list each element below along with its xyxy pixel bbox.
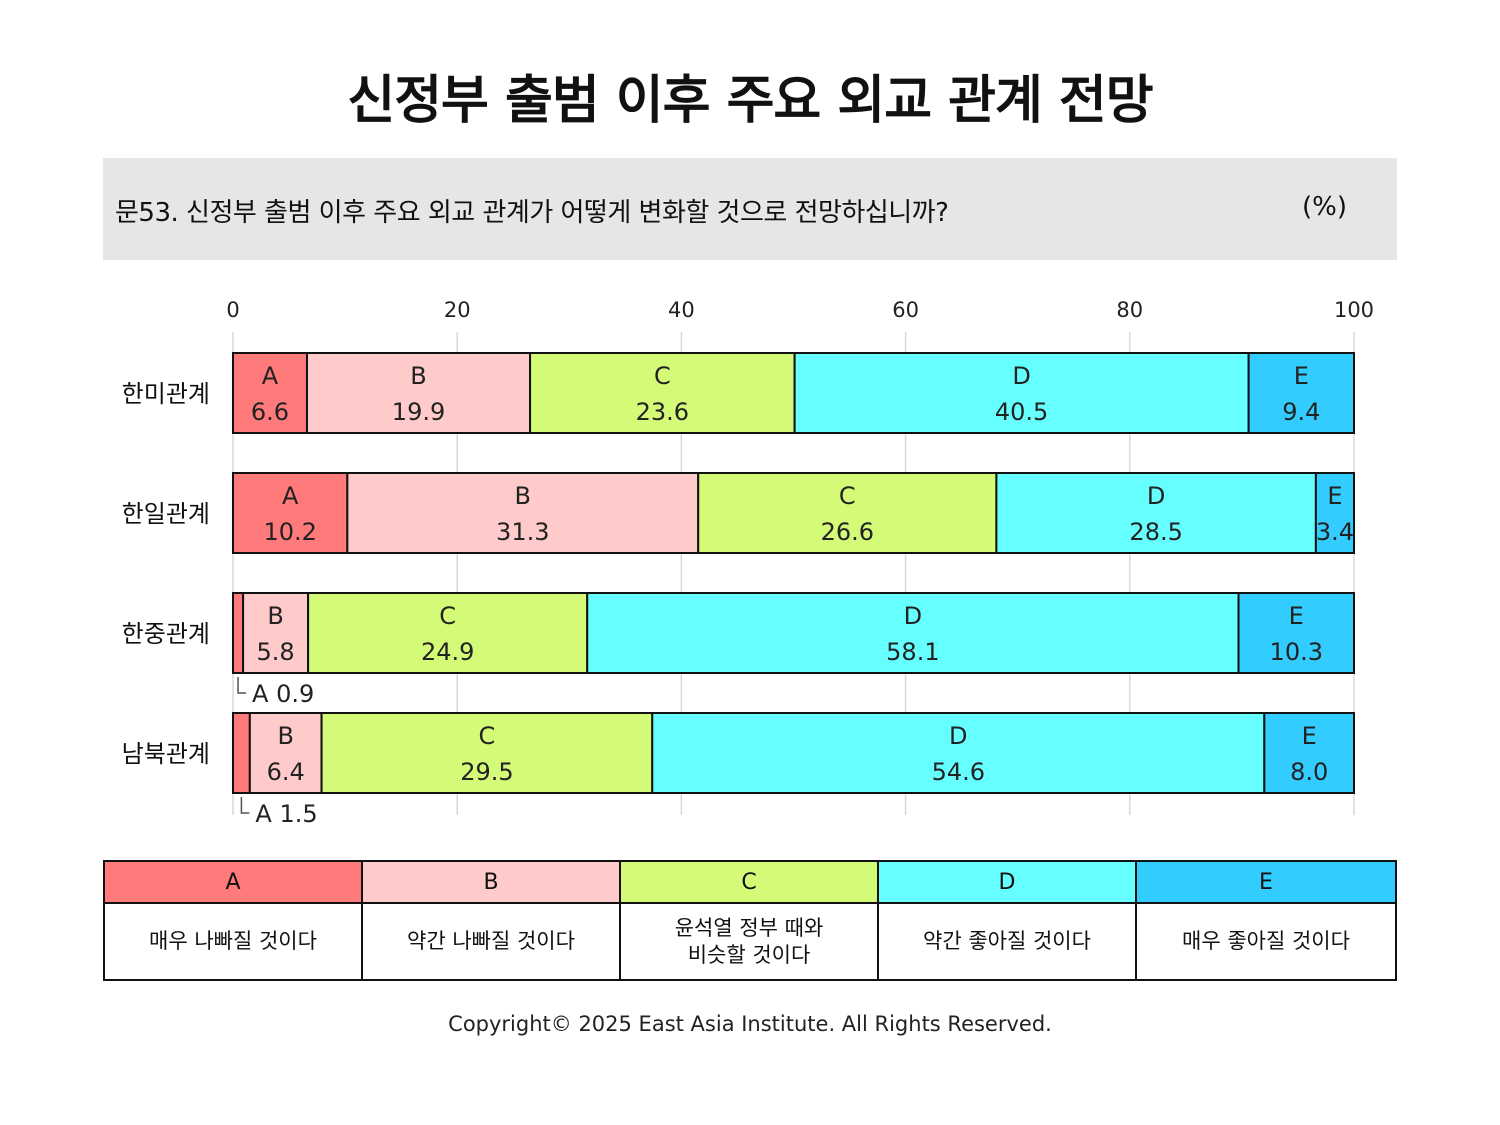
legend-key-d: D	[879, 862, 1137, 904]
bar-segment-b	[248, 712, 323, 794]
segment-series-label: B	[277, 722, 293, 750]
callout-label: A 0.9	[252, 680, 314, 708]
segment-value-label: 26.6	[821, 518, 874, 546]
segment-value-label: 23.6	[636, 398, 689, 426]
bar-segment-c	[320, 712, 654, 794]
legend-key-e: E	[1137, 862, 1395, 904]
bar-segment-d	[651, 712, 1266, 794]
question-box: 문53. 신정부 출범 이후 주요 외교 관계가 어떻게 변화할 것으로 전망하…	[103, 158, 1397, 260]
bar-segment-e	[1314, 472, 1355, 554]
segment-value-label: 9.4	[1282, 398, 1320, 426]
legend-desc-a: 매우 나빠질 것이다	[105, 904, 363, 979]
segment-value-label: 8.0	[1290, 758, 1328, 786]
x-tick-label: 100	[1334, 298, 1374, 322]
bar-segment-a	[232, 592, 245, 674]
x-tick-label: 60	[892, 298, 919, 322]
legend-key-c: C	[621, 862, 879, 904]
segment-series-label: E	[1289, 602, 1304, 630]
segment-series-label: E	[1302, 722, 1317, 750]
bar-segment-d	[586, 592, 1240, 674]
stacked-bar-chart: 0 20 40 60 80 100 한미관계 A 6.6 B 19.9 C 23.6 D 40.5 E 9.4 한…	[122, 298, 1374, 828]
segment-series-label: B	[410, 362, 426, 390]
segment-series-label: B	[515, 482, 531, 510]
bar-segment-a	[232, 712, 251, 794]
segment-series-label: D	[904, 602, 922, 630]
bar-segment-c	[529, 352, 796, 434]
segment-series-label: C	[839, 482, 856, 510]
legend-table: A B C D E 매우 나빠질 것이다 약간 나빠질 것이다 윤석열 정부 때…	[103, 860, 1397, 981]
segment-value-label: 31.3	[496, 518, 549, 546]
segment-value-label: 6.4	[267, 758, 305, 786]
copyright-notice: Copyright© 2025 East Asia Institute. All…	[448, 1012, 1052, 1036]
bar-segment-e	[1263, 712, 1355, 794]
chart-title: 신정부 출범 이후 주요 외교 관계 전망	[347, 71, 1153, 131]
bar-segment-b	[305, 352, 532, 434]
x-tick-label: 80	[1116, 298, 1143, 322]
legend-desc-c: 윤석열 정부 때와 비슷할 것이다	[621, 904, 879, 979]
x-tick-label: 20	[444, 298, 471, 322]
segment-value-label: 54.6	[932, 758, 985, 786]
bar-segment-e	[1247, 352, 1355, 434]
segment-series-label: B	[267, 602, 283, 630]
callout-label: A 1.5	[255, 800, 317, 828]
question-text: 문53. 신정부 출범 이후 주요 외교 관계가 어떻게 변화할 것으로 전망하…	[115, 198, 949, 228]
segment-value-label: 28.5	[1129, 518, 1182, 546]
segment-series-label: D	[1012, 362, 1030, 390]
segment-value-label: 5.8	[257, 638, 295, 666]
segment-series-label: A	[262, 362, 279, 390]
legend-key-a: A	[105, 862, 363, 904]
segment-series-label: C	[479, 722, 496, 750]
segment-value-label: 58.1	[886, 638, 939, 666]
bar-segment-c	[307, 592, 589, 674]
segment-series-label: E	[1294, 362, 1309, 390]
bar-segment-a	[232, 472, 349, 554]
legend-desc-e: 매우 좋아질 것이다	[1182, 929, 1350, 953]
segment-value-label: 24.9	[421, 638, 474, 666]
segment-series-label: A	[282, 482, 299, 510]
segment-value-label: 40.5	[995, 398, 1048, 426]
segment-series-label: C	[439, 602, 456, 630]
segment-value-label: 3.4	[1316, 518, 1354, 546]
segment-value-label: 6.6	[251, 398, 289, 426]
x-tick-label: 0	[226, 298, 239, 322]
segment-series-label: D	[949, 722, 967, 750]
segment-value-label: 29.5	[460, 758, 513, 786]
bar-segment-d	[793, 352, 1250, 434]
legend-key-b: B	[363, 862, 621, 904]
category-label: 한일관계	[122, 500, 210, 528]
legend-desc-d: 약간 좋아질 것이다	[879, 904, 1137, 979]
segment-series-label: C	[654, 362, 671, 390]
bar-segment-c	[697, 472, 998, 554]
segment-value-label: 19.9	[392, 398, 445, 426]
x-tick-label: 40	[668, 298, 695, 322]
callout-leader-line	[237, 677, 247, 694]
segment-series-label: D	[1147, 482, 1165, 510]
segment-series-label: E	[1327, 482, 1342, 510]
callout-leader-line	[240, 797, 250, 814]
segment-value-label: 10.2	[263, 518, 316, 546]
category-label: 한미관계	[122, 380, 210, 408]
category-label: 한중관계	[122, 620, 210, 648]
bar-segment-e	[1237, 592, 1355, 674]
segment-value-label: 10.3	[1270, 638, 1323, 666]
category-label: 남북관계	[122, 740, 210, 768]
unit-label: (%)	[1302, 192, 1347, 222]
legend-desc-b: 약간 나빠질 것이다	[363, 904, 621, 979]
